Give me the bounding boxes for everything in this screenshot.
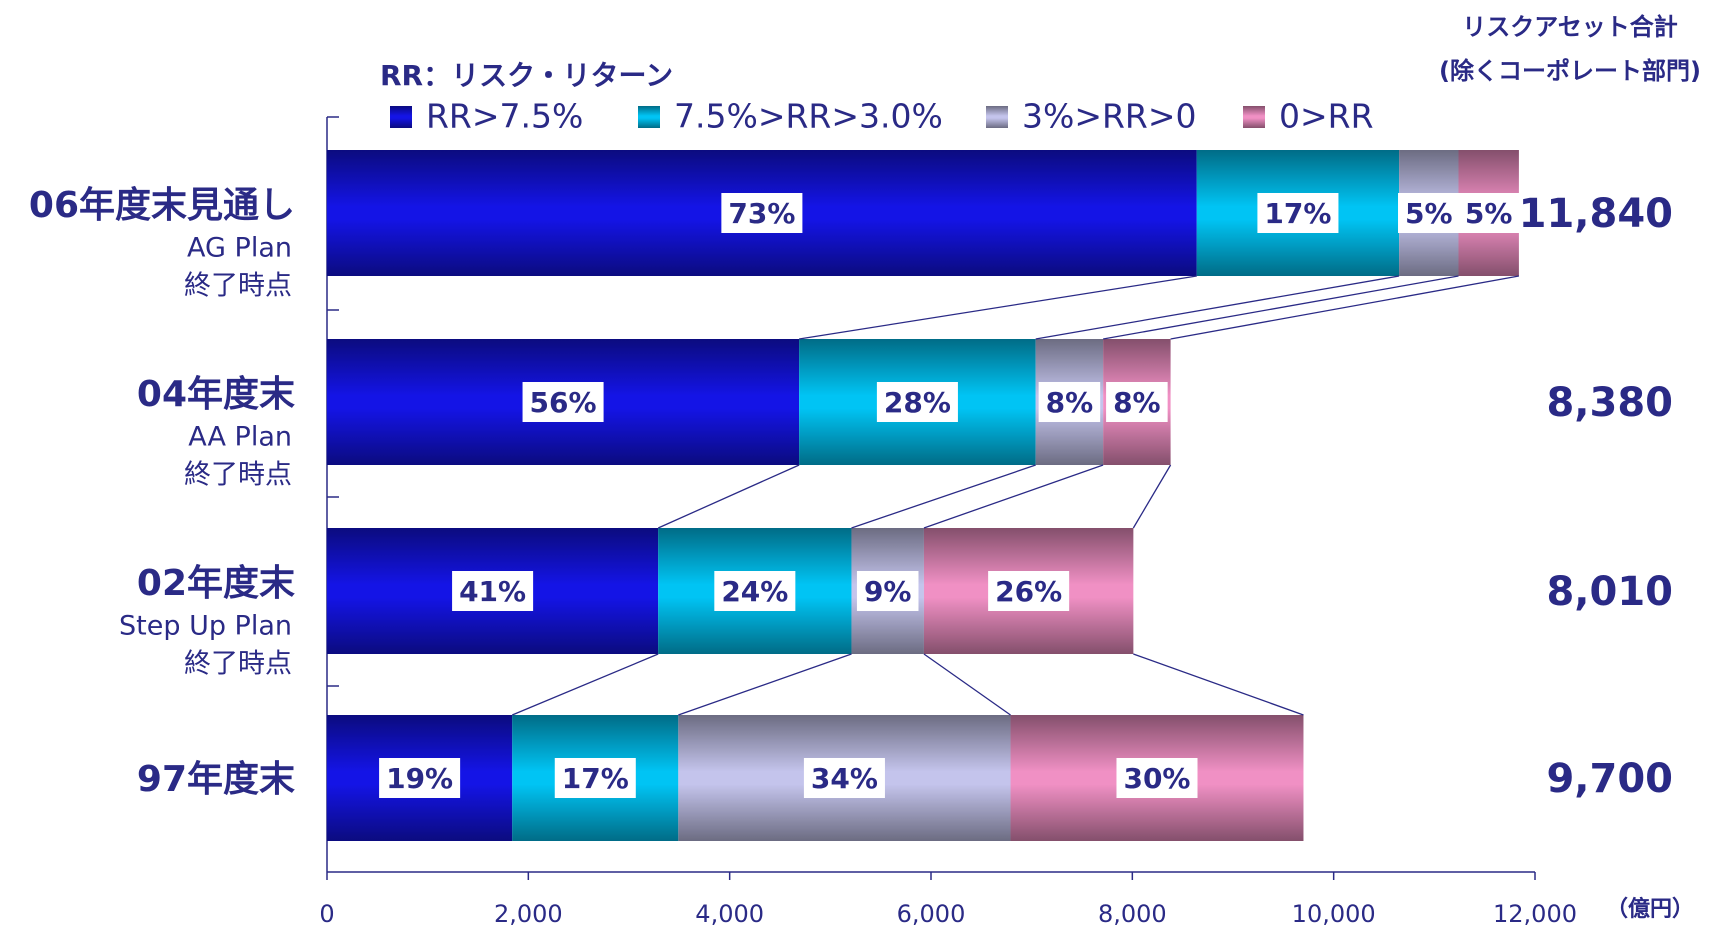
share-label: 24% [721, 575, 788, 608]
category-label: 06年度末見通し [29, 185, 295, 226]
connector [657, 464, 800, 529]
share-label: 17% [1264, 197, 1331, 230]
legend-swatch-shade [638, 106, 660, 128]
category-sublabel: 終了時点 [184, 649, 292, 680]
connector [1132, 464, 1172, 529]
share-label: 30% [1123, 762, 1190, 795]
share-label: 19% [386, 762, 453, 795]
share-label: 73% [728, 197, 795, 230]
share-label-box [721, 193, 803, 233]
connector [1170, 275, 1520, 340]
x-tick-label: 4,000 [695, 900, 764, 928]
share-label: 26% [995, 575, 1062, 608]
share-label-box [1398, 193, 1460, 233]
share-label-box [876, 382, 958, 422]
share-label-box [452, 571, 534, 611]
share-label: 5% [1465, 197, 1513, 230]
category-label: 02年度末 [137, 563, 295, 604]
x-tick-label: 12,000 [1493, 900, 1577, 928]
category-label: 04年度末 [137, 374, 295, 415]
share-label: 8% [1046, 386, 1094, 419]
share-label-box [1457, 193, 1520, 233]
legend-title: RR：リスク・リターン [380, 59, 673, 92]
legend-swatch-shade [986, 106, 1008, 128]
share-label: 9% [864, 575, 912, 608]
x-tick-label: 0 [319, 900, 334, 928]
category-sublabel: 終了時点 [184, 460, 292, 491]
legend-swatch-shade [1243, 106, 1265, 128]
share-label-box [1038, 382, 1101, 422]
share-label: 41% [459, 575, 526, 608]
share-label: 34% [811, 762, 878, 795]
legend-swatch-shade [390, 106, 412, 128]
category-sublabel: AA Plan [188, 422, 292, 453]
connector [678, 653, 852, 716]
connector [799, 275, 1197, 340]
connector [1035, 275, 1400, 340]
share-label: 5% [1405, 197, 1453, 230]
share-label-box [803, 758, 885, 798]
legend-label: 0>RR [1279, 97, 1374, 136]
totals-title: リスクアセット合計 [1462, 13, 1678, 41]
connector [923, 653, 1011, 716]
category-sublabel: AG Plan [187, 233, 292, 264]
share-label-box [1257, 193, 1339, 233]
connector [1103, 275, 1459, 340]
share-label: 17% [562, 762, 629, 795]
legend-label: RR>7.5% [426, 97, 583, 136]
connector [851, 464, 1036, 529]
total-label: 9,700 [1546, 756, 1673, 802]
total-label: 8,010 [1546, 569, 1673, 615]
category-sublabel: 終了時点 [184, 271, 292, 302]
connector [511, 653, 659, 716]
share-label-box [856, 571, 919, 611]
connector [1133, 653, 1304, 716]
share-label-box [379, 758, 461, 798]
share-label-box [1116, 758, 1198, 798]
category-sublabel: Step Up Plan [119, 611, 292, 642]
totals-title: (除くコーポレート部門) [1439, 57, 1701, 85]
total-label: 11,840 [1519, 191, 1673, 237]
share-label-box [554, 758, 636, 798]
share-label-box [1106, 382, 1168, 422]
x-tick-label: 2,000 [494, 900, 563, 928]
x-tick-label: 8,000 [1098, 900, 1167, 928]
x-unit: （億円） [1606, 896, 1694, 922]
share-label: 56% [530, 386, 597, 419]
total-label: 8,380 [1546, 380, 1673, 426]
share-label-box [988, 571, 1070, 611]
share-label: 8% [1113, 386, 1161, 419]
x-tick-label: 10,000 [1292, 900, 1376, 928]
share-label-box [522, 382, 604, 422]
share-label-box [714, 571, 796, 611]
legend-label: 7.5%>RR>3.0% [674, 97, 943, 136]
category-label: 97年度末 [137, 759, 295, 800]
legend-label: 3%>RR>0 [1022, 97, 1197, 136]
x-tick-label: 6,000 [897, 900, 966, 928]
share-label: 28% [884, 386, 951, 419]
connector [923, 464, 1104, 529]
